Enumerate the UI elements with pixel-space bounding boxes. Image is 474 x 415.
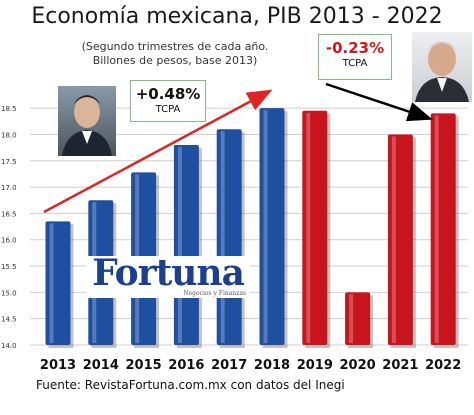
y-tick-label: 17.5 xyxy=(1,158,17,166)
x-tick-label: 2020 xyxy=(340,358,376,373)
fortuna-logo: Fortuna Negocios y Finanzas xyxy=(86,252,250,298)
x-tick-label: 2015 xyxy=(126,358,162,373)
left-photo-icon xyxy=(58,86,116,156)
x-tick-label: 2022 xyxy=(425,358,461,373)
bar-highlight xyxy=(306,112,311,343)
right-photo-icon xyxy=(412,32,472,102)
y-tick-label: 17.0 xyxy=(1,184,17,192)
tcpa-label: TCPA xyxy=(342,58,368,69)
y-tick-label: 15.0 xyxy=(1,289,17,297)
tcpa-value: -0.23% xyxy=(325,39,385,57)
bar-highlight xyxy=(263,110,268,343)
chart-subtitle-line2: Billones de pesos, base 2013) xyxy=(92,54,258,67)
bar-2017 xyxy=(216,129,242,345)
y-tick-label: 16.5 xyxy=(1,210,17,218)
tcpa-annotation-right: -0.23% TCPA xyxy=(318,34,392,80)
bar-highlight xyxy=(49,223,54,343)
bar-highlight xyxy=(220,131,225,343)
brand-tagline: Negocios y Finanzas xyxy=(183,290,246,297)
x-tick-label: 2013 xyxy=(40,358,76,373)
bar-highlight xyxy=(434,115,439,343)
tcpa-value: +0.48% xyxy=(135,85,201,103)
tcpa-label: TCPA xyxy=(155,104,181,115)
chart-subtitle-line1: (Segundo trimestres de cada año. xyxy=(81,40,269,53)
y-tick-label: 14.5 xyxy=(1,316,17,324)
y-tick-label: 18.5 xyxy=(1,105,17,113)
x-tick-label: 2018 xyxy=(254,358,290,373)
x-tick-label: 2014 xyxy=(83,358,119,373)
bar-highlight xyxy=(177,147,182,343)
brand-name: Fortuna xyxy=(92,252,245,294)
x-tick-label: 2021 xyxy=(382,358,418,373)
x-tick-label: 2019 xyxy=(297,358,333,373)
chart-title: Economía mexicana, PIB 2013 - 2022 xyxy=(31,4,443,29)
bar-2013 xyxy=(45,221,71,345)
y-tick-label: 15.5 xyxy=(1,263,17,271)
y-tick-label: 16.0 xyxy=(1,237,17,245)
bar-highlight xyxy=(349,294,354,343)
bar-highlight xyxy=(391,136,396,343)
x-tick-label: 2017 xyxy=(211,358,247,373)
bar-2021 xyxy=(387,134,413,345)
bar-2022 xyxy=(430,113,456,345)
bar-2020 xyxy=(345,292,371,345)
bar-2016 xyxy=(173,145,199,345)
y-tick-label: 14.0 xyxy=(1,342,17,350)
trend-arrow-up xyxy=(43,89,273,214)
trend-arrow-down xyxy=(325,82,433,122)
y-tick-label: 18.0 xyxy=(1,131,17,139)
bar-2018 xyxy=(259,108,285,345)
bar-2019 xyxy=(302,110,328,345)
x-tick-label: 2016 xyxy=(168,358,204,373)
source-note: Fuente: RevistaFortuna.com.mx con datos … xyxy=(36,378,345,392)
tcpa-annotation-left: +0.48% TCPA xyxy=(130,80,206,122)
y-axis-ticks: 14.0 14.5 15.0 15.5 16.0 16.5 17.0 17.5 18.0 18.5 xyxy=(1,105,17,350)
x-axis-ticks: 2013 2014 2015 2016 2017 2018 2019 2020 2021 2022 xyxy=(40,358,461,373)
